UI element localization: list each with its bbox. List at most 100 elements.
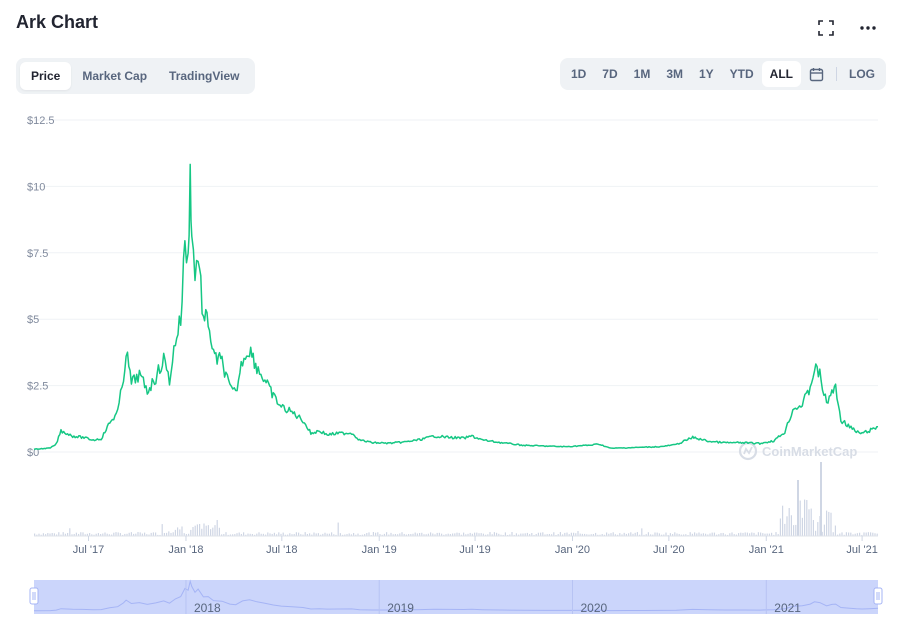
range-7d[interactable]: 7D	[602, 67, 618, 81]
volume-bar	[735, 534, 737, 536]
volume-bar	[581, 533, 583, 536]
volume-bar	[260, 533, 262, 536]
volume-bar	[399, 533, 401, 536]
volume-bar	[812, 520, 814, 536]
navigator-left-handle[interactable]	[29, 587, 39, 605]
volume-bar	[713, 532, 715, 536]
volume-bar	[621, 534, 623, 536]
volume-bar	[562, 534, 564, 536]
volume-bar	[45, 534, 47, 536]
tab-price[interactable]: Price	[20, 62, 72, 90]
volume-bar	[62, 532, 64, 536]
volume-bar	[265, 534, 267, 536]
volume-bar	[515, 533, 517, 536]
volume-bar	[709, 533, 711, 536]
volume-bar	[445, 534, 447, 536]
navigator-label: 2019	[387, 601, 414, 615]
volume-bar	[247, 533, 249, 536]
volume-bar	[353, 533, 355, 536]
calendar-icon[interactable]	[801, 61, 832, 87]
volume-bar	[408, 534, 410, 536]
volume-bar	[705, 533, 707, 536]
volume-bar	[711, 532, 713, 536]
tab-tradingview[interactable]: TradingView	[169, 69, 240, 83]
volume-bar	[663, 534, 665, 536]
volume-bar	[34, 533, 36, 536]
volume-bar	[249, 533, 251, 536]
volume-bar	[313, 532, 315, 536]
volume-bar	[529, 534, 531, 536]
volume-bar	[135, 533, 137, 536]
volume-bar	[443, 534, 445, 536]
volume-bar	[337, 522, 339, 536]
volume-bar	[172, 532, 174, 536]
volume-bar	[551, 534, 553, 536]
volume-bar	[480, 533, 482, 536]
volume-bar	[471, 533, 473, 536]
volume-bar	[212, 527, 214, 536]
volume-bar	[577, 531, 579, 536]
volume-bar	[139, 532, 141, 536]
volume-bar	[540, 532, 542, 536]
volume-bar	[841, 532, 843, 536]
volume-bar	[350, 534, 352, 536]
volume-bar	[232, 534, 234, 536]
volume-bar	[669, 533, 671, 536]
volume-bar	[214, 525, 216, 536]
volume-bar	[152, 532, 154, 536]
more-icon[interactable]	[858, 18, 878, 38]
volume-bar	[821, 531, 823, 536]
volume-bar	[51, 532, 53, 536]
volume-bar	[729, 533, 731, 536]
volume-bar	[843, 534, 845, 536]
volume-bar	[311, 534, 313, 536]
volume-bar	[317, 533, 319, 536]
volume-bar	[210, 529, 212, 536]
range-3m[interactable]: 3M	[666, 67, 683, 81]
volume-bar	[768, 533, 770, 536]
volume-bar	[342, 534, 344, 536]
volume-bar	[394, 534, 396, 536]
volume-bar	[117, 532, 119, 536]
volume-bar	[632, 533, 634, 536]
log-toggle[interactable]: LOG	[849, 67, 875, 81]
volume-bar	[694, 532, 696, 536]
volume-bar	[126, 533, 128, 536]
volume-bar	[656, 532, 658, 536]
volume-bar	[243, 532, 245, 536]
volume-bar	[460, 534, 462, 536]
range-1m[interactable]: 1M	[633, 67, 651, 81]
volume-bar	[401, 532, 403, 536]
volume-bar	[782, 505, 784, 536]
volume-bar	[326, 533, 328, 536]
range-all[interactable]: ALL	[761, 61, 801, 87]
range-1d[interactable]: 1D	[570, 67, 587, 81]
volume-bar	[258, 532, 260, 536]
top-actions	[816, 18, 878, 38]
fullscreen-icon[interactable]	[816, 18, 836, 38]
volume-bar	[661, 534, 663, 536]
volume-bar	[724, 534, 726, 536]
volume-bar	[73, 534, 75, 536]
volume-bar	[489, 532, 491, 536]
volume-bar	[718, 534, 720, 536]
volume-bar	[368, 532, 370, 536]
volume-bar	[144, 532, 146, 536]
volume-bar	[641, 528, 643, 536]
volume-bar	[166, 532, 168, 536]
volume-bar	[315, 533, 317, 536]
volume-bar	[819, 516, 821, 536]
range-1y[interactable]: 1Y	[698, 67, 714, 81]
navigator-right-handle[interactable]	[873, 587, 883, 605]
tab-market-cap[interactable]: Market Cap	[82, 69, 148, 83]
volume-bar	[766, 533, 768, 536]
volume-bar	[652, 534, 654, 536]
volume-bar	[93, 534, 95, 536]
volume-bar	[839, 533, 841, 536]
volume-bar	[469, 532, 471, 536]
volume-bar	[124, 533, 126, 536]
range-ytd[interactable]: YTD	[729, 67, 754, 81]
volume-bar	[680, 534, 682, 536]
volume-bar	[522, 533, 524, 536]
